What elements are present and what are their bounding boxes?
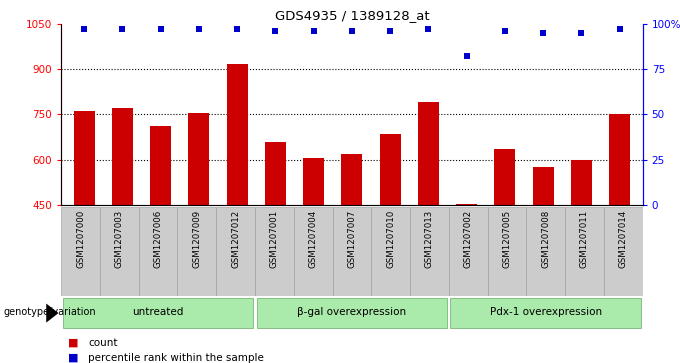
Text: untreated: untreated: [133, 307, 184, 317]
Text: genotype/variation: genotype/variation: [3, 307, 96, 317]
Point: [308, 28, 319, 34]
Bar: [303, 158, 324, 205]
Bar: [456, 204, 477, 205]
Text: GSM1207007: GSM1207007: [347, 209, 356, 268]
Bar: [139, 207, 177, 296]
Bar: [150, 126, 171, 205]
Point: [576, 30, 587, 36]
Point: [346, 28, 357, 34]
Text: GSM1207002: GSM1207002: [464, 209, 473, 268]
Bar: [571, 160, 592, 205]
Point: [423, 26, 434, 32]
Bar: [341, 154, 362, 205]
Bar: [488, 207, 526, 296]
Point: [538, 30, 549, 36]
Text: GSM1207011: GSM1207011: [580, 209, 589, 268]
Point: [499, 28, 510, 34]
Text: GSM1207005: GSM1207005: [503, 209, 511, 268]
Bar: [609, 114, 630, 205]
Bar: [177, 207, 216, 296]
Text: GSM1207006: GSM1207006: [154, 209, 163, 268]
Bar: [100, 207, 139, 296]
Text: GSM1207001: GSM1207001: [270, 209, 279, 268]
Bar: [256, 298, 447, 328]
Bar: [188, 113, 209, 205]
Text: count: count: [88, 338, 118, 348]
Text: GSM1207009: GSM1207009: [192, 209, 201, 268]
Bar: [226, 65, 248, 205]
Text: GSM1207014: GSM1207014: [619, 209, 628, 268]
Bar: [216, 207, 255, 296]
Bar: [410, 207, 449, 296]
Bar: [450, 298, 641, 328]
Text: β-gal overexpression: β-gal overexpression: [297, 307, 407, 317]
Point: [270, 28, 281, 34]
Bar: [418, 102, 439, 205]
Bar: [61, 207, 100, 296]
Bar: [63, 298, 254, 328]
Bar: [112, 108, 133, 205]
Bar: [449, 207, 488, 296]
Point: [79, 26, 90, 32]
Bar: [265, 142, 286, 205]
Text: GSM1207000: GSM1207000: [76, 209, 85, 268]
Text: GSM1207013: GSM1207013: [425, 209, 434, 268]
Polygon shape: [46, 303, 58, 323]
Point: [232, 26, 243, 32]
Text: percentile rank within the sample: percentile rank within the sample: [88, 352, 265, 363]
Text: GSM1207003: GSM1207003: [115, 209, 124, 268]
Bar: [565, 207, 604, 296]
Text: GSM1207010: GSM1207010: [386, 209, 395, 268]
Point: [614, 26, 625, 32]
Bar: [294, 207, 333, 296]
Point: [461, 53, 472, 59]
Point: [385, 28, 396, 34]
Point: [193, 26, 204, 32]
Bar: [333, 207, 371, 296]
Text: ■: ■: [68, 338, 78, 348]
Bar: [526, 207, 565, 296]
Text: GSM1207012: GSM1207012: [231, 209, 240, 268]
Text: ■: ■: [68, 352, 78, 363]
Bar: [532, 167, 554, 205]
Point: [155, 26, 166, 32]
Bar: [73, 111, 95, 205]
Bar: [494, 149, 515, 205]
Point: [117, 26, 128, 32]
Bar: [255, 207, 294, 296]
Text: GSM1207004: GSM1207004: [309, 209, 318, 268]
Bar: [604, 207, 643, 296]
Title: GDS4935 / 1389128_at: GDS4935 / 1389128_at: [275, 9, 429, 23]
Bar: [379, 134, 401, 205]
Text: Pdx-1 overexpression: Pdx-1 overexpression: [490, 307, 602, 317]
Bar: [371, 207, 410, 296]
Text: GSM1207008: GSM1207008: [541, 209, 550, 268]
